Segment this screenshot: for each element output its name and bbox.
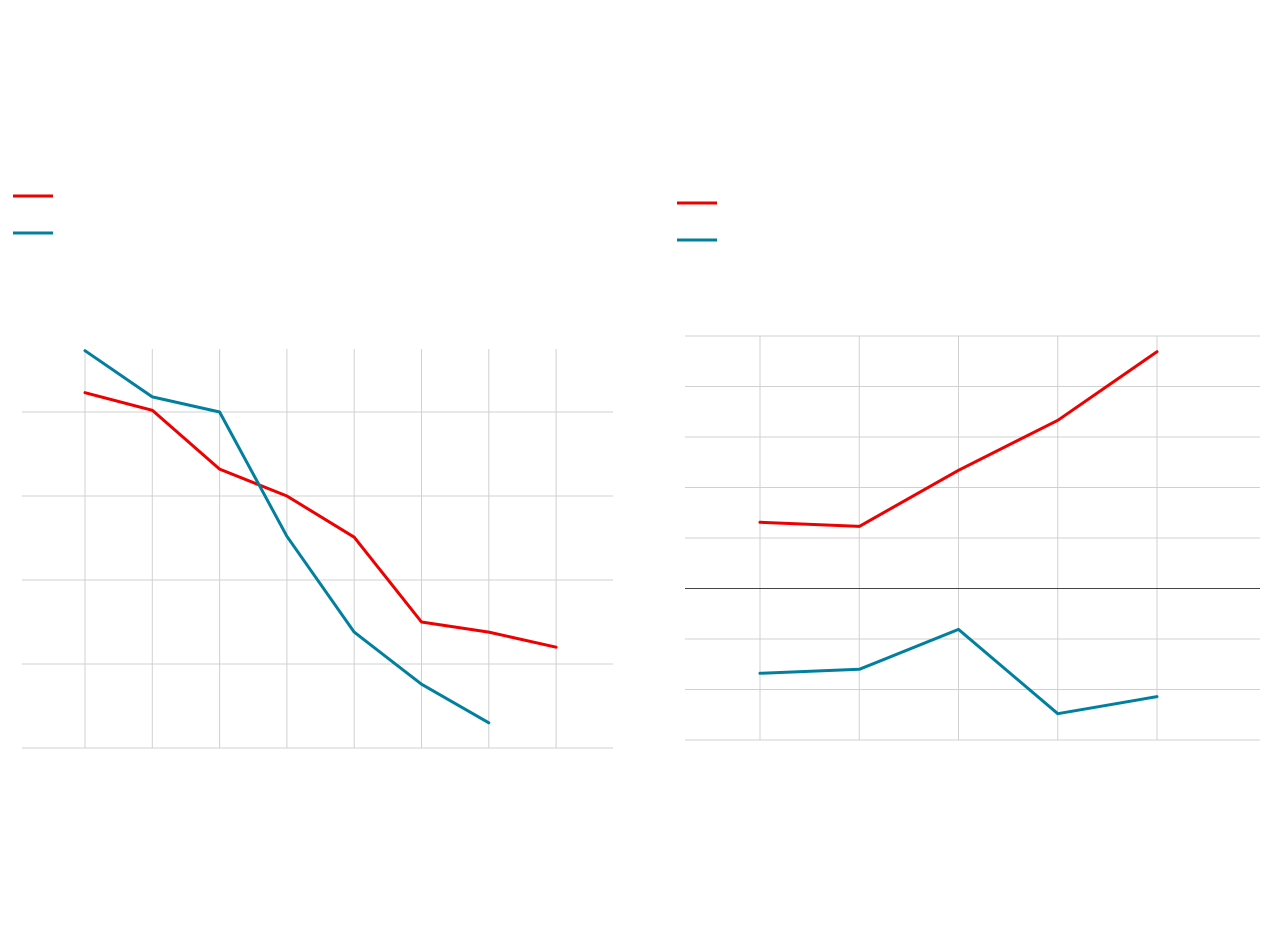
line-series	[83, 391, 558, 649]
line-series	[83, 349, 491, 725]
line-series	[758, 350, 1159, 528]
line-series	[758, 627, 1159, 716]
